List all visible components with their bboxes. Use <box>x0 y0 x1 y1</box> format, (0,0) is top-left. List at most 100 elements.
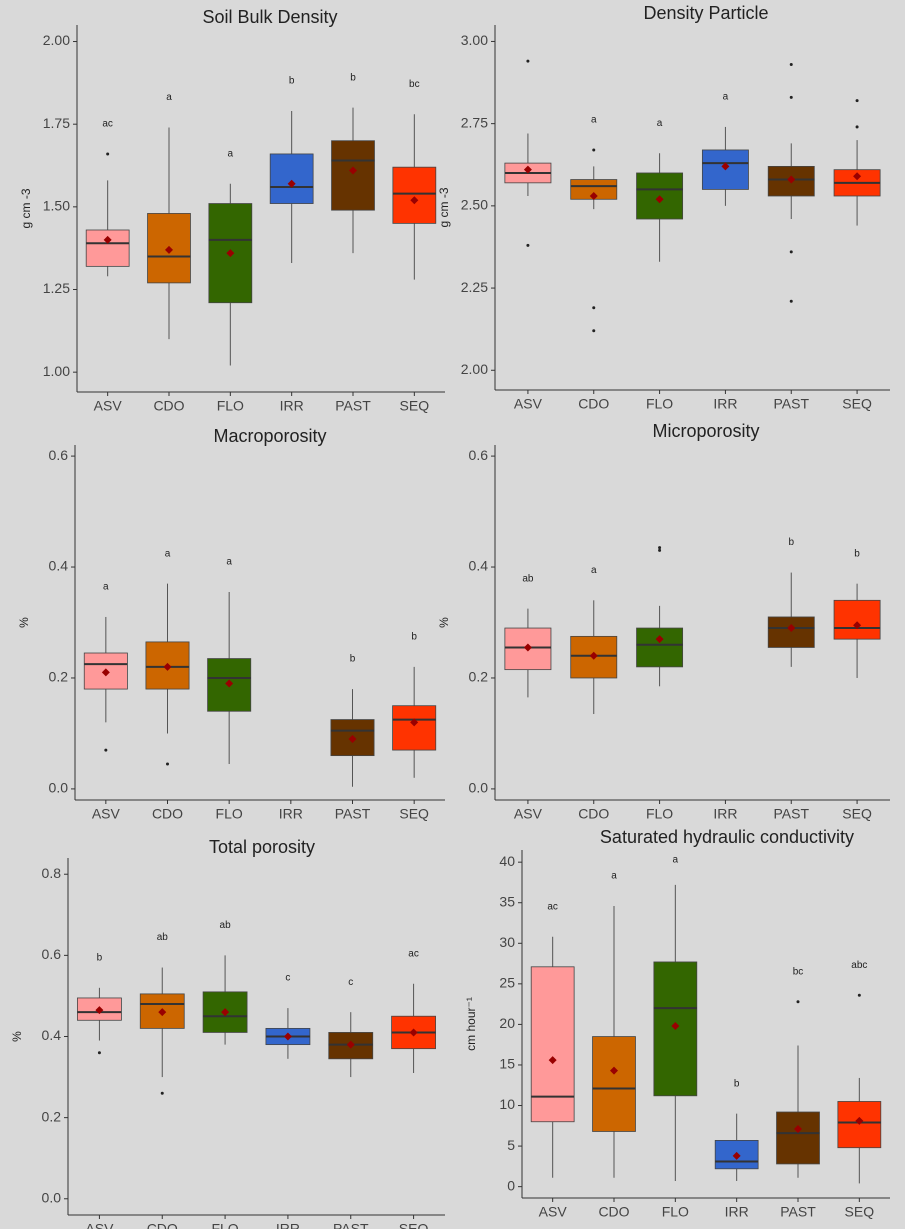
outlier <box>98 1051 101 1054</box>
group-letter: ab <box>157 932 169 943</box>
outlier <box>161 1092 164 1095</box>
group-letter: b <box>788 537 794 548</box>
group-letter: a <box>591 565 597 576</box>
x-tick-label: IRR <box>725 1204 749 1220</box>
x-tick-label: SEQ <box>399 806 429 822</box>
box <box>332 141 375 210</box>
x-tick-label: SEQ <box>400 398 430 414</box>
x-tick-label: FLO <box>216 806 243 822</box>
y-tick-label: 2.25 <box>461 279 488 295</box>
y-axis-label: % <box>437 617 451 628</box>
y-axis-label: % <box>17 617 31 628</box>
outlier <box>592 148 595 151</box>
group-letter: b <box>350 72 356 83</box>
group-letter: b <box>854 548 860 559</box>
group-letter: bc <box>793 966 804 977</box>
y-tick-label: 35 <box>499 893 515 909</box>
x-tick-label: IRR <box>276 1221 300 1229</box>
x-tick-label: PAST <box>780 1204 816 1220</box>
y-tick-label: 20 <box>499 1015 515 1031</box>
group-letter: ac <box>547 901 558 912</box>
x-tick-label: PAST <box>333 1221 369 1229</box>
y-tick-label: 0.8 <box>42 865 62 881</box>
y-tick-label: 0.6 <box>49 447 69 463</box>
y-tick-label: 2.00 <box>43 32 70 48</box>
outlier <box>858 994 861 997</box>
box <box>86 230 129 266</box>
y-tick-label: 0.6 <box>42 946 62 962</box>
x-tick-label: ASV <box>539 1204 568 1220</box>
outlier <box>856 125 859 128</box>
x-tick-label: FLO <box>646 806 673 822</box>
x-tick-label: FLO <box>211 1221 238 1229</box>
x-tick-label: FLO <box>217 398 244 414</box>
chart-title: Total porosity <box>209 837 315 857</box>
y-axis-label: g cm -3 <box>19 188 33 228</box>
y-tick-label: 40 <box>499 853 515 869</box>
outlier <box>790 300 793 303</box>
group-letter: a <box>166 92 172 103</box>
x-tick-label: CDO <box>598 1204 629 1220</box>
box <box>834 600 880 639</box>
x-tick-label: SEQ <box>842 806 872 822</box>
group-letter: b <box>350 654 356 665</box>
outlier <box>658 546 661 549</box>
chart-title: Macroporosity <box>213 426 326 446</box>
y-tick-label: 30 <box>499 934 515 950</box>
group-letter: a <box>591 115 597 126</box>
group-letter: a <box>673 855 679 866</box>
group-letter: b <box>734 1078 740 1089</box>
x-tick-label: IRR <box>713 806 737 822</box>
y-tick-label: 0.0 <box>469 780 489 796</box>
group-letter: a <box>165 548 171 559</box>
panel: Soil Bulk Densityg cm -31.001.251.501.75… <box>19 7 445 414</box>
outlier <box>592 306 595 309</box>
x-tick-label: ASV <box>85 1221 114 1229</box>
outlier <box>790 250 793 253</box>
box <box>531 967 574 1122</box>
group-letter: a <box>226 557 232 568</box>
x-tick-label: SEQ <box>842 396 872 412</box>
outlier <box>592 329 595 332</box>
group-letter: a <box>723 92 729 103</box>
chart-title: Density Particle <box>643 3 768 23</box>
y-tick-label: 1.25 <box>43 280 70 296</box>
y-tick-label: 0.4 <box>49 558 69 574</box>
group-letter: abc <box>851 960 867 971</box>
group-letter: a <box>103 582 109 593</box>
outlier <box>526 60 529 63</box>
y-tick-label: 0.4 <box>42 1027 62 1043</box>
box <box>393 706 436 750</box>
x-tick-label: CDO <box>152 806 183 822</box>
box <box>637 628 683 667</box>
y-tick-label: 3.00 <box>461 32 488 48</box>
box <box>768 617 814 648</box>
x-tick-label: IRR <box>280 398 304 414</box>
group-letter: ac <box>102 119 113 130</box>
x-tick-label: IRR <box>713 396 737 412</box>
outlier <box>526 244 529 247</box>
y-tick-label: 25 <box>499 975 515 991</box>
group-letter: a <box>228 148 234 159</box>
panel: Macroporosity%0.00.20.40.6ASVaCDOaFLOaIR… <box>17 426 445 822</box>
x-tick-label: PAST <box>773 396 809 412</box>
y-axis-label: % <box>10 1031 24 1042</box>
x-tick-label: CDO <box>153 398 184 414</box>
y-axis-label: g cm -3 <box>437 187 451 227</box>
x-tick-label: PAST <box>335 806 371 822</box>
group-letter: ac <box>408 948 419 959</box>
chart-title: Soil Bulk Density <box>202 7 337 27</box>
x-tick-label: ASV <box>94 398 123 414</box>
group-letter: b <box>97 952 103 963</box>
group-letter: ab <box>522 573 534 584</box>
y-axis-label: cm hour⁻¹ <box>464 997 478 1051</box>
y-tick-label: 10 <box>499 1096 515 1112</box>
box <box>393 167 436 223</box>
group-letter: c <box>348 977 353 988</box>
y-tick-label: 0.6 <box>469 447 489 463</box>
box <box>270 154 313 204</box>
outlier <box>790 96 793 99</box>
outlier <box>106 152 109 155</box>
